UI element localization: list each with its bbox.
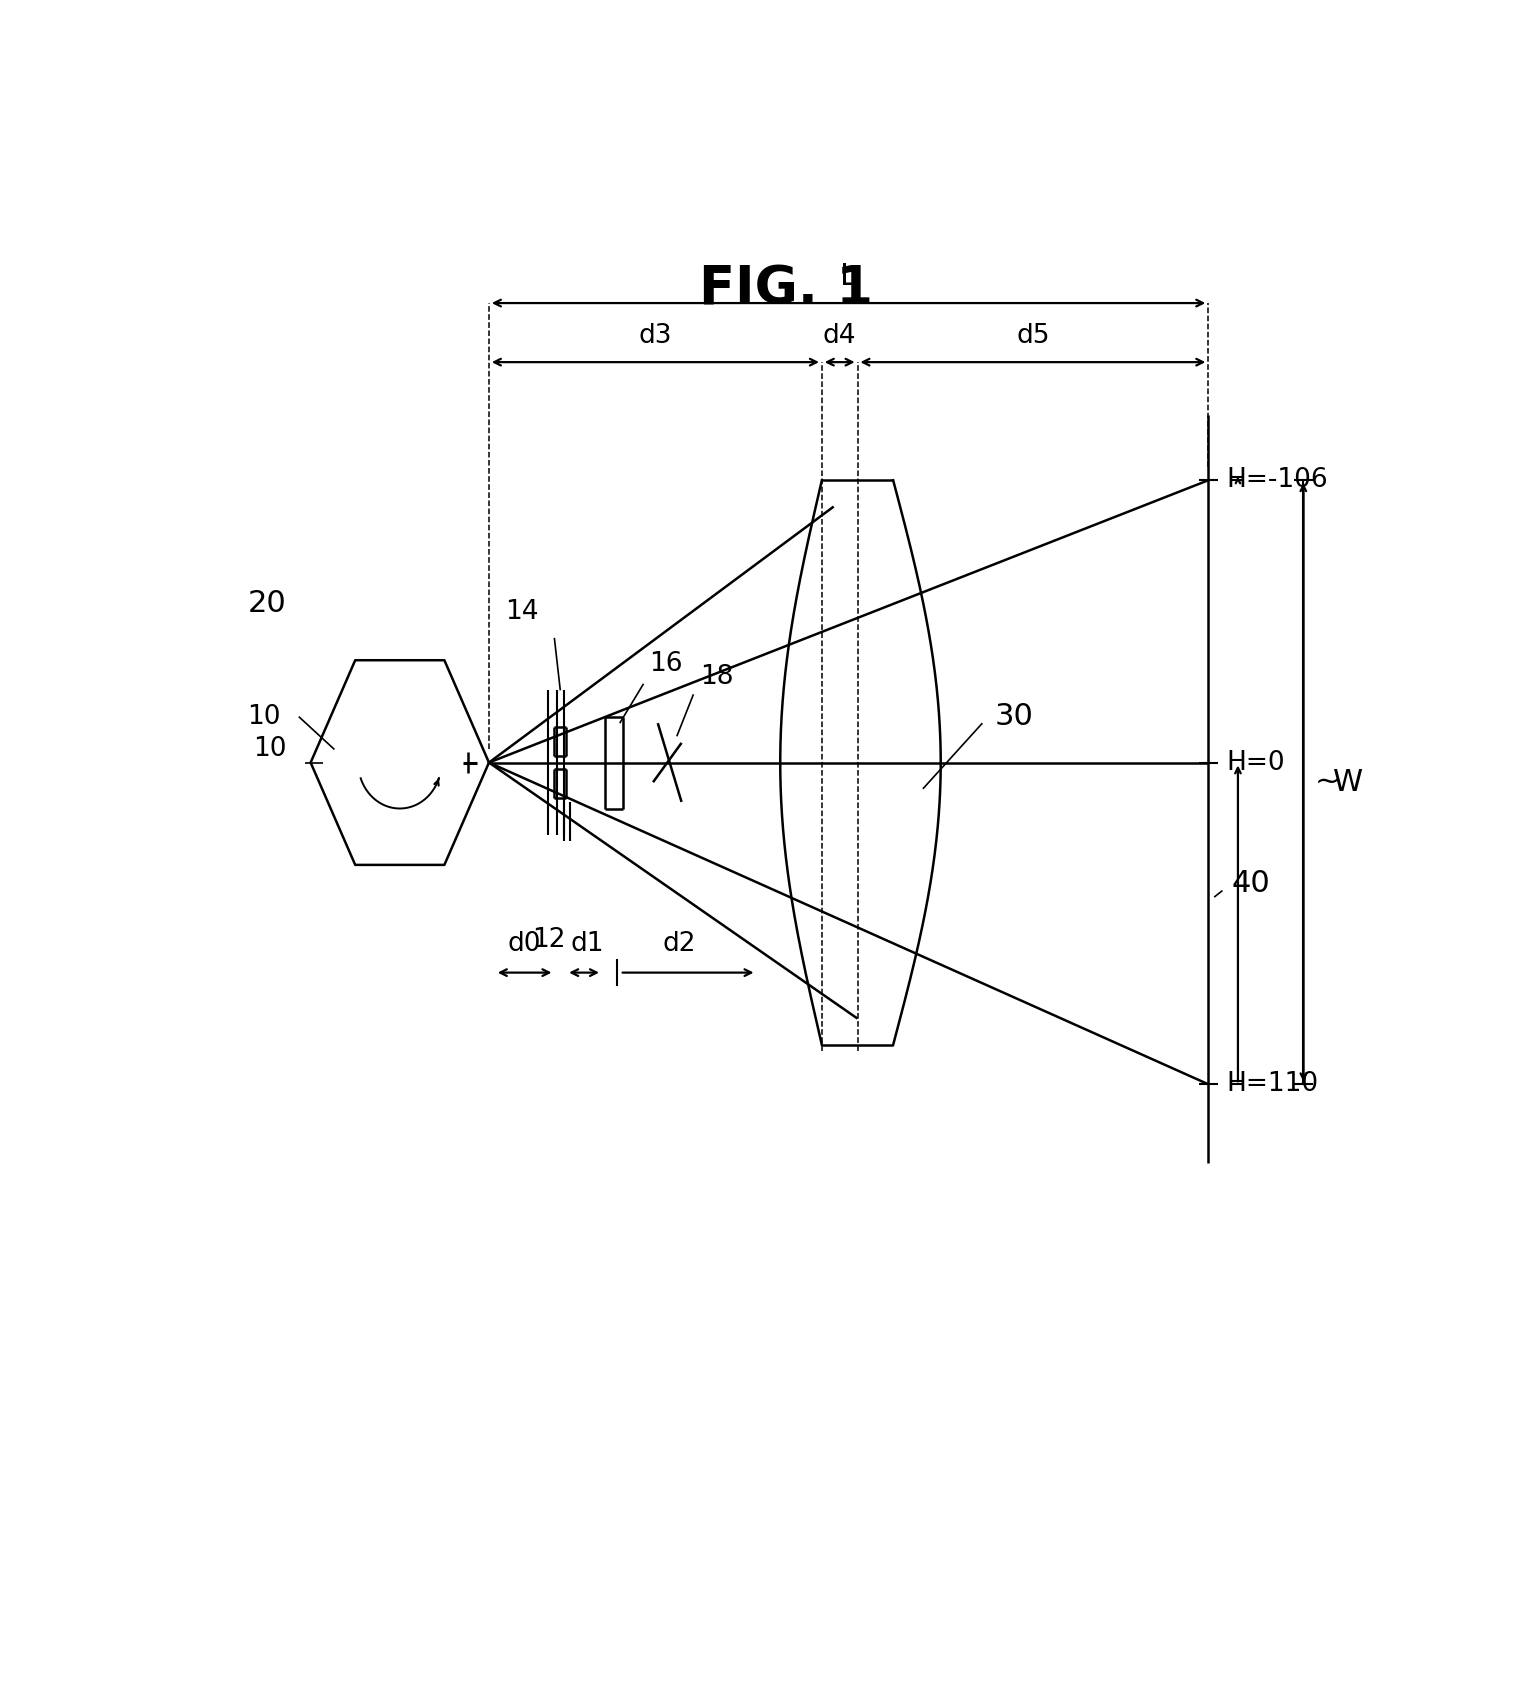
Text: FIG. 1: FIG. 1 xyxy=(700,264,873,315)
Text: 12: 12 xyxy=(532,928,565,953)
Text: 16: 16 xyxy=(649,651,683,677)
Text: d2: d2 xyxy=(663,931,696,957)
Text: d5: d5 xyxy=(1016,322,1049,350)
Text: 10: 10 xyxy=(247,704,281,730)
Text: 20: 20 xyxy=(249,590,287,619)
Text: 40: 40 xyxy=(1232,870,1270,899)
Text: H=-106: H=-106 xyxy=(1226,467,1327,493)
Text: d4: d4 xyxy=(822,322,856,350)
Text: 18: 18 xyxy=(701,665,735,691)
Text: d1: d1 xyxy=(571,931,604,957)
Text: W: W xyxy=(1333,767,1364,796)
Text: L: L xyxy=(841,263,858,292)
Text: H=110: H=110 xyxy=(1226,1071,1318,1098)
Text: H=0: H=0 xyxy=(1226,750,1284,776)
Text: 10: 10 xyxy=(253,737,287,762)
Text: 14: 14 xyxy=(505,598,538,624)
Text: d3: d3 xyxy=(638,322,672,350)
Text: 30: 30 xyxy=(994,702,1032,731)
Text: ~: ~ xyxy=(1315,767,1341,796)
Text: d0: d0 xyxy=(508,931,542,957)
